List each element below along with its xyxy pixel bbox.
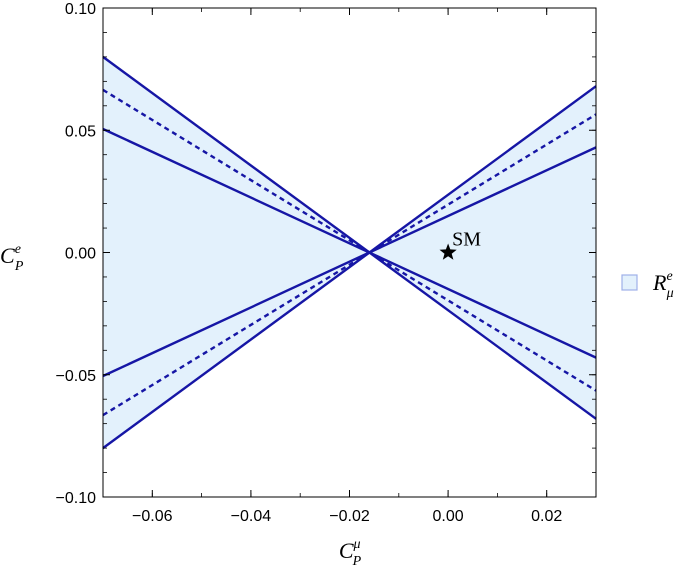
series-line-6 — [102, 85, 597, 450]
ticks-layer: −0.06 −0.04 −0.02 0.00 0.02 −0.10 −0.05 0.00 0.0… — [56, 1, 597, 525]
legend-swatch — [621, 274, 638, 291]
y-tick-label: 0.00 — [65, 246, 96, 263]
y-tick-label: −0.10 — [56, 490, 97, 507]
y-axis-title: Ce P — [0, 242, 24, 274]
y-tick-label: −0.05 — [56, 368, 97, 385]
x-tick-label: −0.02 — [329, 508, 370, 525]
series-line-1 — [102, 55, 597, 420]
y-tick-label: 0.05 — [65, 123, 96, 140]
points-layer: SM — [439, 229, 481, 260]
x-axis-title: Cμ P — [339, 537, 362, 569]
plot-region — [103, 56, 596, 449]
sm-label: SM — [452, 229, 481, 251]
x-tick-label: −0.06 — [132, 508, 173, 525]
legend: Re μ — [621, 269, 674, 301]
x-tick-label: 0.00 — [433, 508, 464, 525]
x-tick-label: 0.02 — [531, 508, 562, 525]
series-line-4 — [102, 146, 597, 378]
x-tick-label: −0.04 — [231, 508, 272, 525]
sm-star-marker — [439, 243, 457, 260]
series-line-5 — [102, 113, 597, 417]
series-layer — [102, 55, 597, 450]
series-line-3 — [102, 127, 597, 359]
shaded-region — [103, 56, 596, 449]
y-tick-label: 0.10 — [65, 1, 96, 18]
legend-label: Re μ — [652, 269, 674, 301]
series-line-2 — [102, 88, 597, 392]
